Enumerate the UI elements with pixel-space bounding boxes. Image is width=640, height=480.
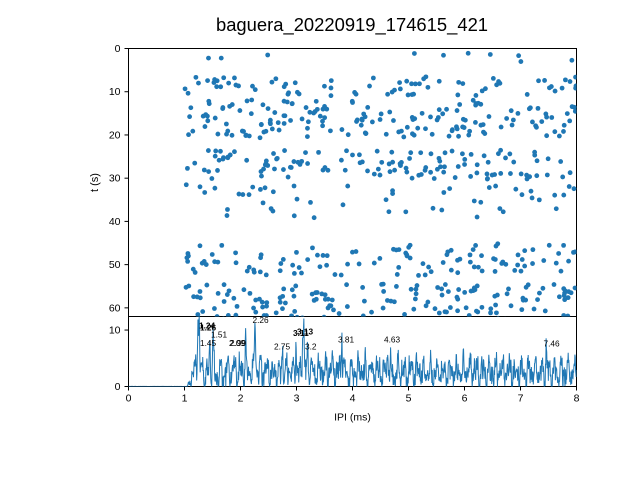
- svg-text:7: 7: [518, 393, 524, 405]
- svg-text:3.13: 3.13: [297, 326, 314, 336]
- svg-text:2.26: 2.26: [253, 315, 270, 325]
- svg-text:8: 8: [574, 393, 580, 405]
- svg-text:3: 3: [294, 393, 300, 405]
- svg-text:5: 5: [406, 393, 412, 405]
- svg-text:40: 40: [109, 216, 121, 228]
- svg-text:2.75: 2.75: [274, 342, 291, 352]
- svg-text:7.46: 7.46: [544, 339, 561, 349]
- svg-text:IPI (ms): IPI (ms): [334, 412, 371, 424]
- svg-text:10: 10: [109, 325, 121, 337]
- svg-text:60: 60: [109, 302, 121, 314]
- svg-text:2: 2: [238, 393, 244, 405]
- svg-text:0: 0: [126, 393, 132, 405]
- svg-text:50: 50: [109, 259, 121, 271]
- svg-text:t (s): t (s): [89, 173, 101, 192]
- svg-text:2.99: 2.99: [230, 338, 247, 348]
- svg-text:20: 20: [109, 129, 121, 141]
- svg-text:6: 6: [462, 393, 468, 405]
- svg-text:0: 0: [115, 43, 121, 55]
- svg-text:1.45: 1.45: [200, 338, 217, 348]
- svg-text:0: 0: [115, 381, 121, 393]
- svg-text:3.2: 3.2: [305, 342, 317, 352]
- svg-text:3.81: 3.81: [338, 335, 355, 345]
- svg-text:4.63: 4.63: [384, 335, 401, 345]
- svg-text:1: 1: [182, 393, 188, 405]
- svg-text:30: 30: [109, 173, 121, 185]
- svg-text:10: 10: [109, 86, 121, 98]
- svg-text:4: 4: [350, 393, 356, 405]
